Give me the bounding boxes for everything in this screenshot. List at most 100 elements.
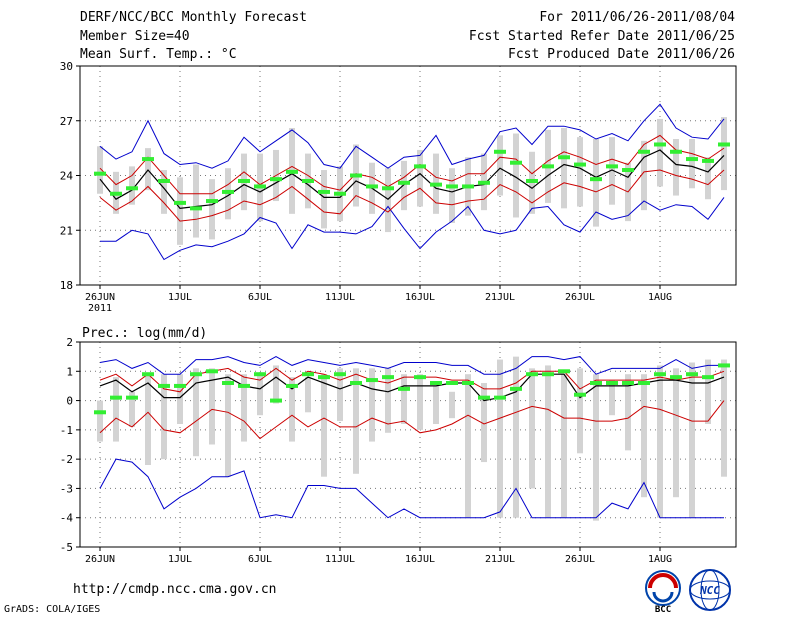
lower-spread-line bbox=[99, 400, 725, 440]
member-spread-bar bbox=[657, 365, 663, 518]
median-marker bbox=[558, 369, 570, 374]
member-spread-bar bbox=[561, 374, 567, 518]
member-spread-bar bbox=[337, 368, 343, 422]
median-marker bbox=[574, 162, 586, 167]
member-spread-bar bbox=[129, 166, 135, 205]
median-marker bbox=[654, 142, 666, 147]
forecast-period: For 2011/06/26-2011/08/04 bbox=[539, 10, 735, 25]
median-marker bbox=[350, 173, 362, 178]
median-marker bbox=[334, 191, 346, 196]
median-marker bbox=[638, 149, 650, 154]
member-spread-bar bbox=[97, 400, 103, 442]
member-spread-bar bbox=[161, 374, 167, 460]
bcc-logo: BCC bbox=[645, 570, 681, 614]
member-spread-bar bbox=[305, 377, 311, 413]
chart-title: DERF/NCC/BCC Monthly Forecast bbox=[80, 10, 307, 25]
median-marker bbox=[718, 363, 730, 368]
member-spread-bar bbox=[593, 374, 599, 521]
median-marker bbox=[574, 392, 586, 397]
median-marker bbox=[462, 184, 474, 189]
median-marker bbox=[174, 200, 186, 205]
y-tick-label: -3 bbox=[60, 482, 73, 495]
median-marker bbox=[206, 369, 218, 374]
x-tick-label: 26JUN bbox=[85, 554, 115, 565]
median-marker bbox=[670, 149, 682, 154]
median-marker bbox=[222, 189, 234, 194]
median-marker bbox=[606, 381, 618, 385]
member-spread-bar bbox=[193, 164, 199, 238]
median-marker bbox=[366, 378, 378, 383]
median-marker bbox=[126, 186, 138, 191]
median-marker bbox=[702, 375, 714, 380]
median-marker bbox=[414, 164, 426, 169]
median-marker bbox=[590, 381, 602, 385]
member-spread-bar bbox=[417, 374, 423, 430]
footer-url[interactable]: http://cmdp.ncc.cma.gov.cn bbox=[73, 582, 277, 597]
member-spread-bar bbox=[449, 168, 455, 223]
median-marker bbox=[510, 386, 522, 391]
member-spread-bar bbox=[577, 368, 583, 454]
median-marker bbox=[190, 206, 202, 211]
start-date: Fcst Started Refer Date 2011/06/25 bbox=[468, 29, 735, 44]
median-marker bbox=[174, 383, 186, 388]
x-tick-label: 1JUL bbox=[168, 554, 192, 565]
member-spread-bar bbox=[401, 374, 407, 424]
median-marker bbox=[494, 149, 506, 154]
median-marker bbox=[126, 395, 138, 400]
min-envelope-line bbox=[99, 458, 724, 519]
plot-frame bbox=[79, 341, 737, 548]
median-marker bbox=[638, 381, 650, 385]
median-marker bbox=[334, 372, 346, 377]
x-tick-label: 1JUL bbox=[168, 292, 192, 303]
median-marker bbox=[382, 375, 394, 380]
y-tick-label: 1 bbox=[66, 365, 73, 378]
member-spread-bar bbox=[705, 359, 711, 424]
median-marker bbox=[446, 184, 458, 189]
median-marker bbox=[622, 168, 634, 173]
member-spread-bar bbox=[689, 362, 695, 518]
y-tick-label: -1 bbox=[60, 424, 73, 437]
x-tick-label: 1AUG bbox=[648, 292, 672, 303]
median-marker bbox=[398, 386, 410, 391]
lower-spread-line bbox=[99, 169, 725, 222]
median-marker bbox=[526, 372, 538, 377]
x-tick-label: 11JUL bbox=[325, 292, 355, 303]
x-tick-label: 21JUL bbox=[485, 292, 515, 303]
member-spread-bar bbox=[609, 380, 615, 416]
ncc-logo: NCC bbox=[689, 569, 731, 611]
member-spread-bar bbox=[529, 368, 535, 489]
median-marker bbox=[206, 199, 218, 204]
y-tick-label: 18 bbox=[60, 279, 73, 292]
median-marker bbox=[430, 182, 442, 187]
y-tick-label: 30 bbox=[60, 60, 73, 73]
x-tick-label: 1AUG bbox=[648, 554, 672, 565]
median-marker bbox=[478, 395, 490, 400]
member-spread-bar bbox=[625, 374, 631, 451]
member-spread-bar bbox=[497, 359, 503, 518]
x-tick-label: 16JUL bbox=[405, 554, 435, 565]
median-marker bbox=[158, 178, 170, 183]
median-marker bbox=[670, 375, 682, 380]
median-marker bbox=[110, 395, 122, 400]
median-marker bbox=[302, 178, 314, 183]
member-spread-bar bbox=[289, 377, 295, 442]
ncc-logo-text: NCC bbox=[699, 584, 720, 597]
median-marker bbox=[718, 142, 730, 147]
y-tick-label: 24 bbox=[60, 170, 74, 183]
footer-credit: GrADS: COLA/IGES bbox=[4, 604, 101, 615]
y-tick-label: 0 bbox=[66, 395, 73, 408]
ensemble-mean-line bbox=[99, 373, 725, 402]
x-tick-year: 2011 bbox=[88, 303, 112, 314]
y-tick-label: 27 bbox=[60, 115, 73, 128]
member-spread-bar bbox=[721, 117, 727, 191]
median-marker bbox=[686, 372, 698, 377]
x-tick-label: 6JUL bbox=[248, 292, 272, 303]
member-spread-bar bbox=[113, 377, 119, 442]
x-tick-label: 16JUL bbox=[405, 292, 435, 303]
member-spread-bar bbox=[385, 168, 391, 233]
member-spread-bar bbox=[209, 179, 215, 240]
median-marker bbox=[414, 375, 426, 380]
median-marker bbox=[286, 383, 298, 388]
median-marker bbox=[142, 157, 154, 162]
